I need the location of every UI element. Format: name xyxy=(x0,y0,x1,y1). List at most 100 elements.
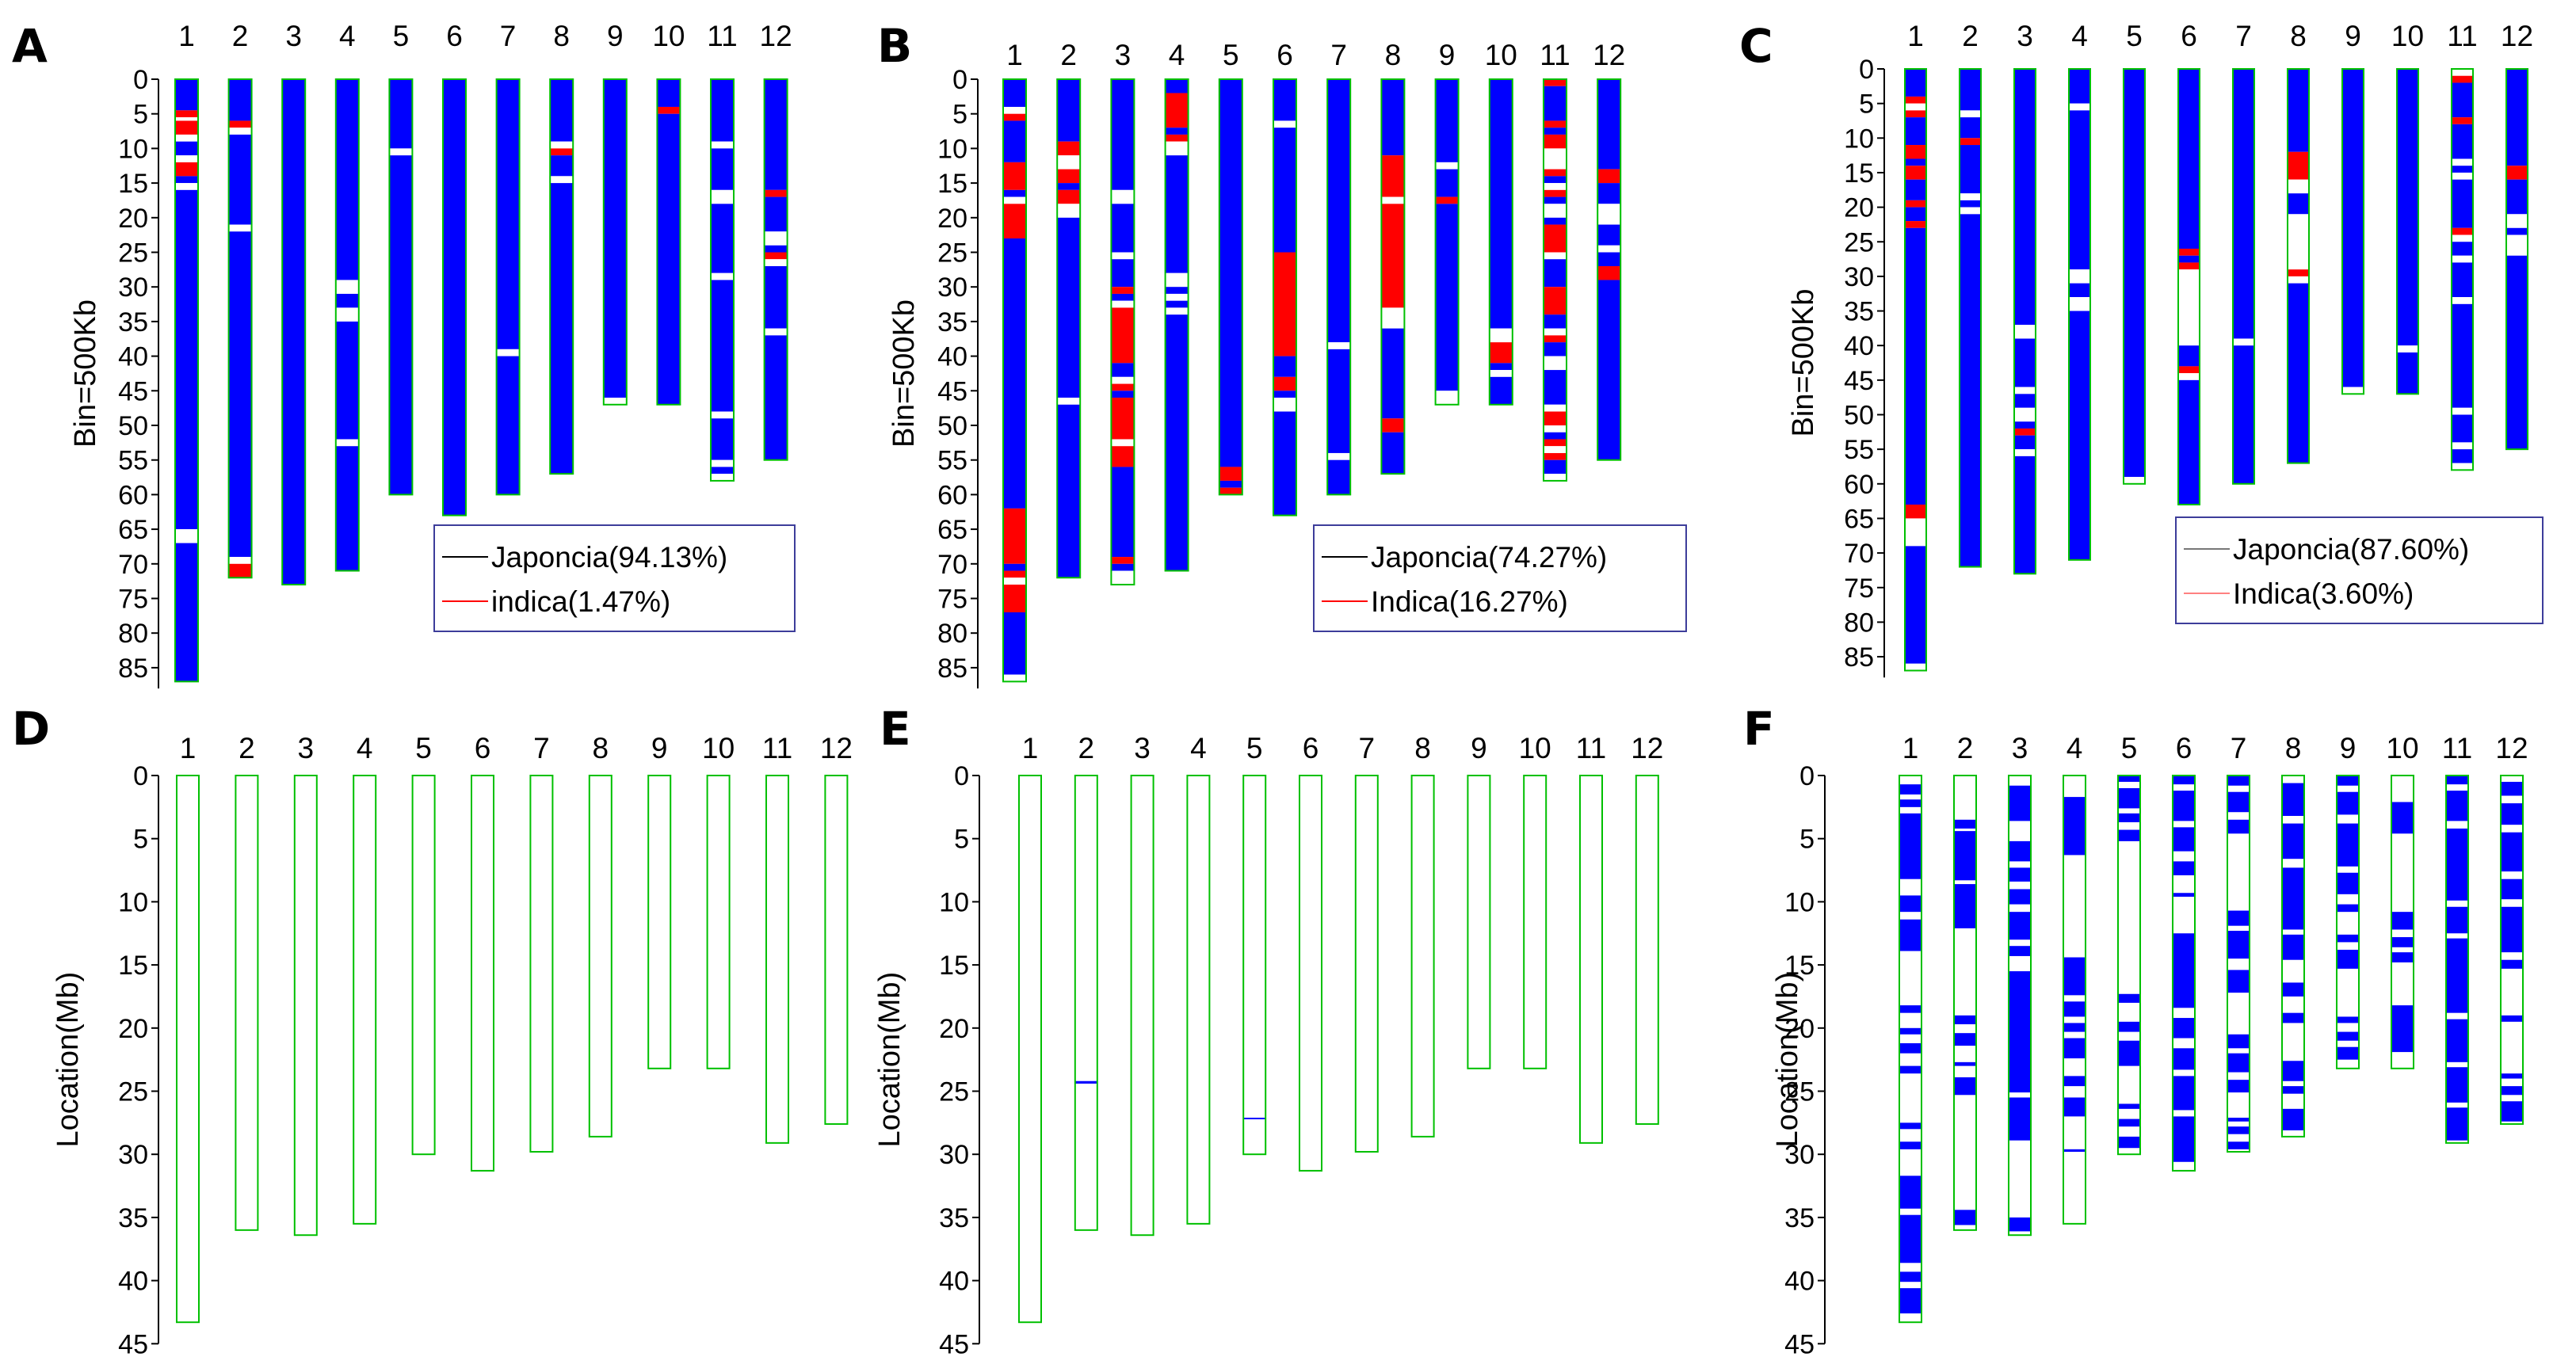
indica-segment xyxy=(1905,221,1926,228)
japonica-segment xyxy=(2014,435,2036,450)
japonica-segment xyxy=(1905,158,1926,166)
japonica-segment xyxy=(2452,242,2473,256)
japonica-segment xyxy=(2501,1073,2523,1079)
japonica-segment xyxy=(1597,252,1621,266)
chromosome-5: 5 xyxy=(388,20,414,496)
indica-segment xyxy=(1544,224,1567,253)
panel-letter: E xyxy=(880,702,911,756)
chromosome-outline xyxy=(765,775,789,1144)
chromosome-9: 9 xyxy=(2341,20,2364,395)
japonica-segment xyxy=(657,113,681,405)
japonica-segment xyxy=(1273,391,1296,398)
chromosome-7: 7 xyxy=(1354,732,1379,1153)
heterozygous-segment xyxy=(1003,196,1026,204)
japonica-segment xyxy=(1597,183,1621,204)
chromosome-outline xyxy=(411,775,436,1156)
chromosome-3: 3 xyxy=(281,20,307,586)
chromosome-8: 8 xyxy=(588,732,613,1138)
chromosome-6: 6 xyxy=(1273,39,1297,516)
y-tick-label: 15 xyxy=(939,951,969,981)
chromosome-number: 1 xyxy=(1006,39,1023,71)
chromosome-number: 12 xyxy=(820,732,853,764)
japonica-segment xyxy=(1057,404,1081,578)
japonica-segment xyxy=(1111,363,1135,377)
japonica-segment xyxy=(1111,391,1135,398)
japonica-segment xyxy=(2014,455,2036,574)
legend-label: indica(1.47%) xyxy=(491,585,670,618)
japonica-segment xyxy=(2227,931,2250,959)
heterozygous-segment xyxy=(711,141,734,149)
heterozygous-segment xyxy=(764,259,788,266)
japonica-segment xyxy=(2009,785,2031,821)
japonica-segment xyxy=(2452,262,2473,298)
y-tick-label: 25 xyxy=(118,238,148,269)
japonica-segment xyxy=(2009,971,2031,1093)
y-axis-title: Location(Mb) xyxy=(1771,972,1804,1148)
japonica-segment xyxy=(1899,813,1922,879)
chromosome-background xyxy=(825,776,848,1124)
y-tick-label: 30 xyxy=(118,1140,148,1170)
heterozygous-segment xyxy=(228,128,252,135)
chromosome-outline xyxy=(2227,775,2250,1153)
heterozygous-segment xyxy=(2342,387,2364,394)
japonica-segment xyxy=(1544,342,1567,356)
y-tick-label: 15 xyxy=(1784,951,1815,981)
y-tick-label: 5 xyxy=(1859,90,1874,120)
japonica-segment xyxy=(711,467,734,474)
japonica-segment xyxy=(1899,1176,1922,1209)
y-tick-label: 30 xyxy=(118,272,148,303)
chromosome-background xyxy=(471,776,494,1171)
japonica-segment xyxy=(2337,872,2359,894)
chromosome-outline xyxy=(1410,775,1435,1138)
heterozygous-segment xyxy=(2069,103,2090,111)
chromosome-outline xyxy=(1056,78,1082,579)
japonica-segment xyxy=(2063,1001,2086,1017)
chromosome-outline xyxy=(1299,775,1322,1172)
chromosome-number: 9 xyxy=(1439,39,1456,71)
chromosome-7: 7 xyxy=(495,20,521,496)
japonica-segment xyxy=(2063,1149,2086,1153)
japonica-segment xyxy=(2501,1101,2523,1122)
y-tick-label: 40 xyxy=(118,342,148,372)
chromosome-outline xyxy=(602,78,628,406)
chromosome-number: 2 xyxy=(1957,732,1974,764)
chromosome-number: 7 xyxy=(2235,20,2252,52)
japonica-segment xyxy=(1905,69,1926,97)
heterozygous-segment xyxy=(1544,148,1567,170)
japonica-segment xyxy=(2014,421,2036,429)
japonica-segment xyxy=(1544,176,1567,184)
heterozygous-segment xyxy=(1597,245,1621,253)
japonica-segment xyxy=(1165,155,1189,273)
japonica-segment xyxy=(175,543,198,682)
heterozygous-segment xyxy=(1273,120,1296,128)
chromosome-12: 12 xyxy=(760,20,792,461)
chromosome-number: 10 xyxy=(1485,39,1517,71)
y-tick-label: 40 xyxy=(939,1267,969,1297)
indica-segment xyxy=(2014,428,2036,436)
chromosome-outline xyxy=(2123,68,2146,485)
y-tick-label: 5 xyxy=(954,825,969,855)
chromosome-outline xyxy=(1186,775,1211,1225)
indica-segment xyxy=(1057,141,1081,156)
chromosome-5: 5 xyxy=(1218,39,1243,496)
japonica-segment xyxy=(1435,79,1459,162)
chromosome-number: 5 xyxy=(1246,732,1263,764)
heterozygous-segment xyxy=(1111,376,1135,384)
japonica-segment xyxy=(2397,352,2418,394)
japonica-segment xyxy=(2391,802,2414,834)
japonica-segment xyxy=(2124,69,2145,478)
panel-letter: D xyxy=(12,702,50,756)
chromosome-outline xyxy=(293,775,318,1237)
japonica-segment xyxy=(1111,259,1135,288)
indica-segment xyxy=(2178,262,2200,270)
chromosome-background xyxy=(648,776,671,1069)
y-tick-label: 0 xyxy=(954,761,969,791)
panel-letter: A xyxy=(12,19,48,73)
chromosome-4: 4 xyxy=(1186,732,1211,1225)
heterozygous-segment xyxy=(389,148,413,156)
japonica-segment xyxy=(2337,791,2359,815)
indica-segment xyxy=(1111,398,1135,440)
japonica-segment xyxy=(2501,832,2523,872)
japonica-segment xyxy=(2063,1023,2086,1032)
heterozygous-segment xyxy=(1544,446,1567,453)
